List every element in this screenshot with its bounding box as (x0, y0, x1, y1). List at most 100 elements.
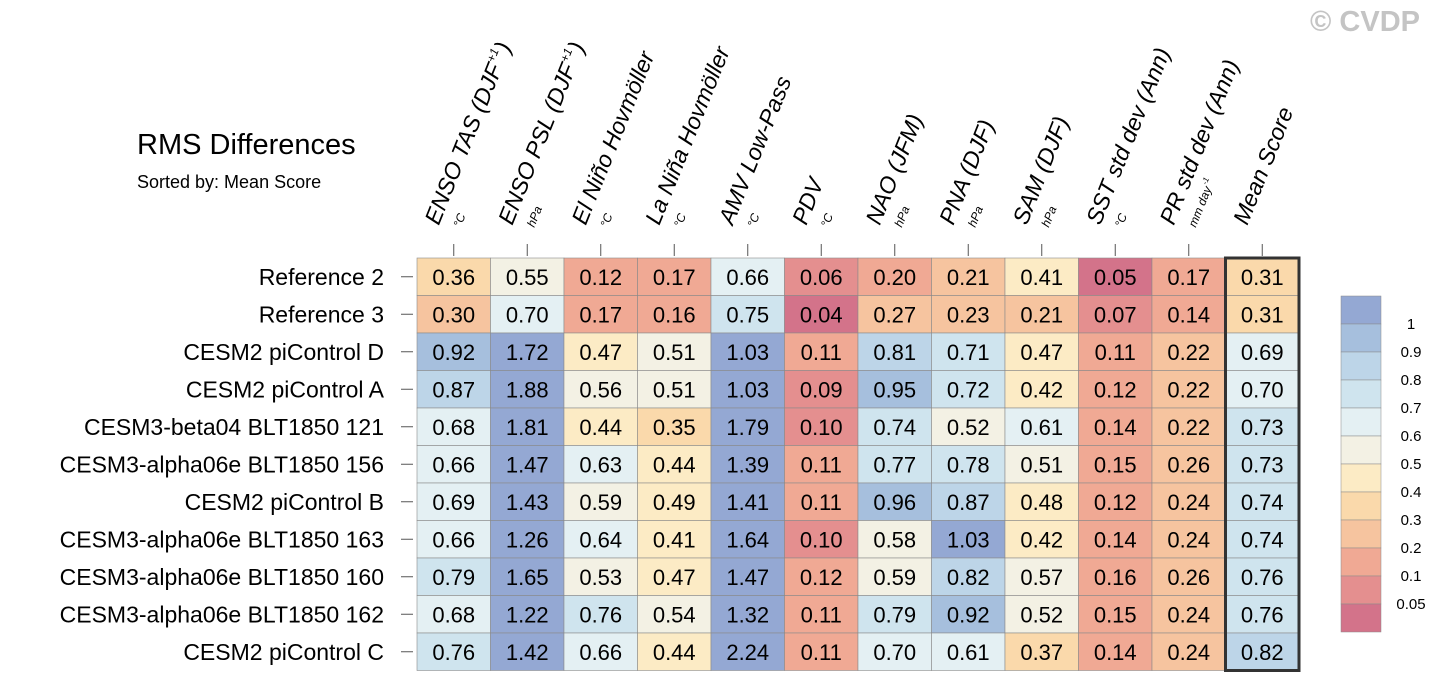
heatmap-cell (1151, 557, 1226, 596)
heatmap-cell (784, 257, 859, 296)
cell-value-label: 0.11 (801, 640, 842, 665)
heatmap-cell (784, 332, 859, 371)
colorbar-tick-label: 0.8 (1401, 372, 1422, 389)
cell-value-label: 0.57 (1020, 565, 1063, 590)
cell-value-label: 0.59 (579, 490, 622, 515)
colorbar-tick-label: 0.2 (1401, 540, 1422, 557)
colorbar-tick-label: 0.1 (1401, 568, 1422, 585)
cell-value-label: 0.31 (1241, 302, 1284, 327)
cell-value-label: 0.11 (1095, 340, 1136, 365)
column-header-label: ENSO PSL (DJF (493, 58, 582, 228)
cell-value-label: 0.66 (579, 640, 622, 665)
row-label: CESM3-alpha06e BLT1850 156 (60, 451, 384, 477)
cell-value-label: 0.11 (801, 490, 842, 515)
cell-value-label: 0.63 (579, 452, 622, 477)
heatmap-cell (490, 482, 565, 521)
cell-value-label: 0.66 (432, 452, 475, 477)
cell-value-label: 0.31 (1241, 265, 1284, 290)
colorbar-tick-label: 0.5 (1401, 456, 1422, 473)
heatmap-cell (637, 407, 712, 446)
column-unit: hPa (965, 204, 986, 229)
heatmap-cell (563, 482, 638, 521)
heatmap-cell (784, 557, 859, 596)
heatmap-cell (637, 482, 712, 521)
cell-value-label: 0.11 (801, 452, 842, 477)
heatmap-cell (1004, 557, 1079, 596)
colorbar-swatch (1340, 603, 1382, 633)
column-unit: °C (745, 211, 763, 229)
heatmap-cell (1004, 332, 1079, 371)
column-headers: ENSO TAS (DJF+1)°C ENSO PSL (DJF+1)hPa El … (419, 38, 1298, 256)
cell-value-label: 0.17 (1167, 265, 1210, 290)
cell-value-label: 0.23 (947, 302, 990, 327)
cell-value-label: 0.20 (873, 265, 916, 290)
heatmap-cell (563, 520, 638, 559)
heatmap-cell (416, 445, 491, 484)
cell-value-label: 0.22 (1167, 377, 1210, 402)
cell-value-label: 0.17 (579, 302, 622, 327)
heatmap-cell (1078, 332, 1153, 371)
column-unit-label: hPa (892, 204, 913, 229)
heatmap-cell (1004, 520, 1079, 559)
colorbar-tick-label: 1 (1407, 316, 1415, 333)
cell-value-label: 0.21 (1020, 302, 1063, 327)
row-label: Reference 3 (259, 301, 384, 327)
cell-value-label: 1.41 (726, 490, 769, 515)
cell-value-label: 0.05 (1094, 265, 1137, 290)
heatmap-cell (1004, 595, 1079, 634)
column-unit-label: °C (745, 211, 763, 229)
cell-value-label: 0.17 (653, 265, 696, 290)
row-label: CESM3-alpha06e BLT1850 162 (60, 601, 384, 627)
cell-value-label: 0.44 (653, 452, 696, 477)
cell-value-label: 0.47 (1020, 340, 1063, 365)
cell-value-label: 2.24 (726, 640, 769, 665)
cell-value-label: 1.26 (506, 527, 549, 552)
heatmap-cell (784, 445, 859, 484)
cell-value-label: 0.37 (1020, 640, 1063, 665)
cell-value-label: 1.47 (506, 452, 549, 477)
column-unit: °C (1112, 211, 1130, 229)
cell-value-label: 0.12 (579, 265, 622, 290)
cell-value-label: 0.76 (579, 602, 622, 627)
heatmap-cell (1151, 632, 1226, 671)
heatmap-cell (1151, 257, 1226, 296)
cell-value-label: 0.92 (432, 340, 475, 365)
heatmap-cell (710, 557, 785, 596)
cell-value-label: 0.44 (653, 640, 696, 665)
heatmap-cell (490, 595, 565, 634)
cell-value-label: 0.14 (1094, 527, 1137, 552)
heatmap-cell (784, 595, 859, 634)
heatmap-cell (1004, 445, 1079, 484)
mean-score-column-border (1224, 256, 1301, 672)
heatmap-cell (1004, 632, 1079, 671)
cell-value-label: 0.27 (873, 302, 916, 327)
heatmap-cell (931, 482, 1006, 521)
cell-value-label: 0.47 (579, 340, 622, 365)
heatmap-cell (931, 557, 1006, 596)
heatmap-cell (784, 295, 859, 334)
cell-value-label: 0.70 (506, 302, 549, 327)
cell-value-label: 0.30 (432, 302, 475, 327)
cell-value-label: 0.42 (1020, 377, 1063, 402)
column-header-label: Mean Score (1228, 103, 1299, 228)
cell-value-label: 0.35 (653, 415, 696, 440)
colorbar-tick-label: 0.3 (1401, 512, 1422, 529)
column-header-label: PNA (DJF) (934, 116, 999, 228)
cell-value-label: 1.39 (726, 452, 769, 477)
heatmap-cell (1225, 370, 1300, 409)
cell-value-label: 0.24 (1167, 602, 1210, 627)
cell-value-label: 0.73 (1241, 452, 1284, 477)
heatmap-cell (710, 445, 785, 484)
heatmap-cell (710, 257, 785, 296)
cell-value-label: 0.11 (801, 340, 842, 365)
chart-subtitle: Sorted by: Mean Score (137, 172, 322, 192)
cell-value-label: 0.12 (1094, 490, 1137, 515)
heatmap-cell (1004, 370, 1079, 409)
cell-value-label: 0.82 (1241, 640, 1284, 665)
cell-value-label: 0.51 (653, 377, 696, 402)
cell-value-label: 0.44 (579, 415, 622, 440)
cell-value-label: 1.47 (726, 565, 769, 590)
cell-value-label: 0.74 (873, 415, 916, 440)
cell-value-label: 0.78 (947, 452, 990, 477)
cell-value-label: 0.26 (1167, 452, 1210, 477)
